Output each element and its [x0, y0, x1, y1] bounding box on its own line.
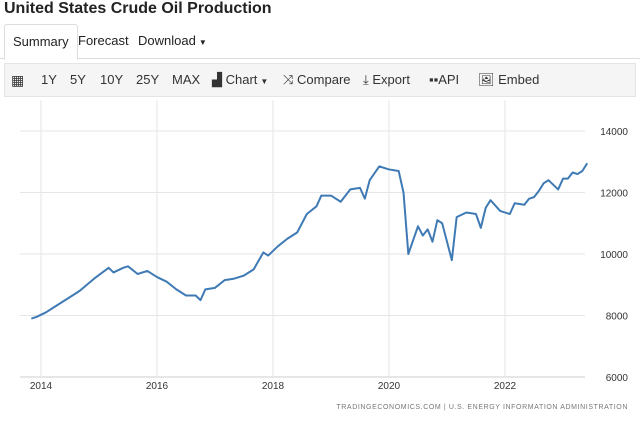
- api-button[interactable]: ▪▪API: [429, 64, 459, 96]
- x-tick-label: 2014: [30, 381, 53, 392]
- x-tick-label: 2018: [262, 381, 285, 392]
- line-chart: 6000 8000 10000 12000 14000 2014 2016 2018 2020 2…: [20, 100, 629, 392]
- range-5y[interactable]: 5Y: [70, 72, 86, 87]
- page-title: United States Crude Oil Production: [4, 0, 272, 17]
- image-icon: 🖼: [478, 72, 495, 87]
- y-tick-label: 6000: [606, 373, 629, 384]
- range-25y[interactable]: 25Y: [136, 72, 160, 87]
- calendar-icon[interactable]: ▦: [11, 72, 25, 88]
- toolbar: ▦ 1Y 5Y 10Y 25Y MAX ▟ Chart ▼ ⤨ Compare ⤓…: [4, 63, 636, 97]
- compare-button[interactable]: ⤨ Compare: [283, 64, 351, 96]
- api-label: API: [438, 72, 460, 87]
- chart-label: Chart: [225, 72, 258, 87]
- x-tick-label: 2022: [494, 381, 517, 392]
- y-tick-label: 14000: [600, 127, 628, 138]
- export-button[interactable]: ⤓ Export: [363, 64, 410, 96]
- range-max[interactable]: MAX: [172, 72, 201, 87]
- caret-down-icon: ▼: [260, 77, 269, 86]
- x-tick-label: 2020: [378, 381, 401, 392]
- range-10y[interactable]: 10Y: [100, 72, 124, 87]
- chart-type-button[interactable]: ▟ Chart ▼: [212, 64, 268, 96]
- series-line: [31, 162, 589, 320]
- tab-forecast[interactable]: Forecast: [78, 33, 129, 48]
- x-tick-label: 2016: [146, 381, 169, 392]
- source-footer: TRADINGECONOMICS.COM | U.S. ENERGY INFOR…: [336, 404, 628, 411]
- y-tick-label: 10000: [600, 250, 628, 261]
- tab-summary[interactable]: Summary: [4, 24, 78, 60]
- bar-chart-icon: ▟: [212, 72, 222, 87]
- tab-download[interactable]: Download ▼: [130, 24, 215, 58]
- tab-bar: Summary Forecast Download ▼: [0, 24, 640, 60]
- export-label: Export: [372, 72, 410, 87]
- grid-icon: ▪▪: [429, 72, 439, 87]
- compare-label: Compare: [297, 72, 351, 87]
- y-tick-label: 8000: [606, 312, 629, 323]
- download-label: Download: [138, 33, 196, 48]
- shuffle-icon: ⤨: [283, 72, 294, 87]
- y-tick-label: 12000: [600, 189, 628, 200]
- download-icon: ⤓: [363, 72, 369, 87]
- range-1y[interactable]: 1Y: [41, 72, 57, 87]
- caret-down-icon: ▼: [198, 38, 207, 47]
- embed-label: Embed: [498, 72, 540, 87]
- embed-button[interactable]: 🖼 Embed: [478, 64, 539, 96]
